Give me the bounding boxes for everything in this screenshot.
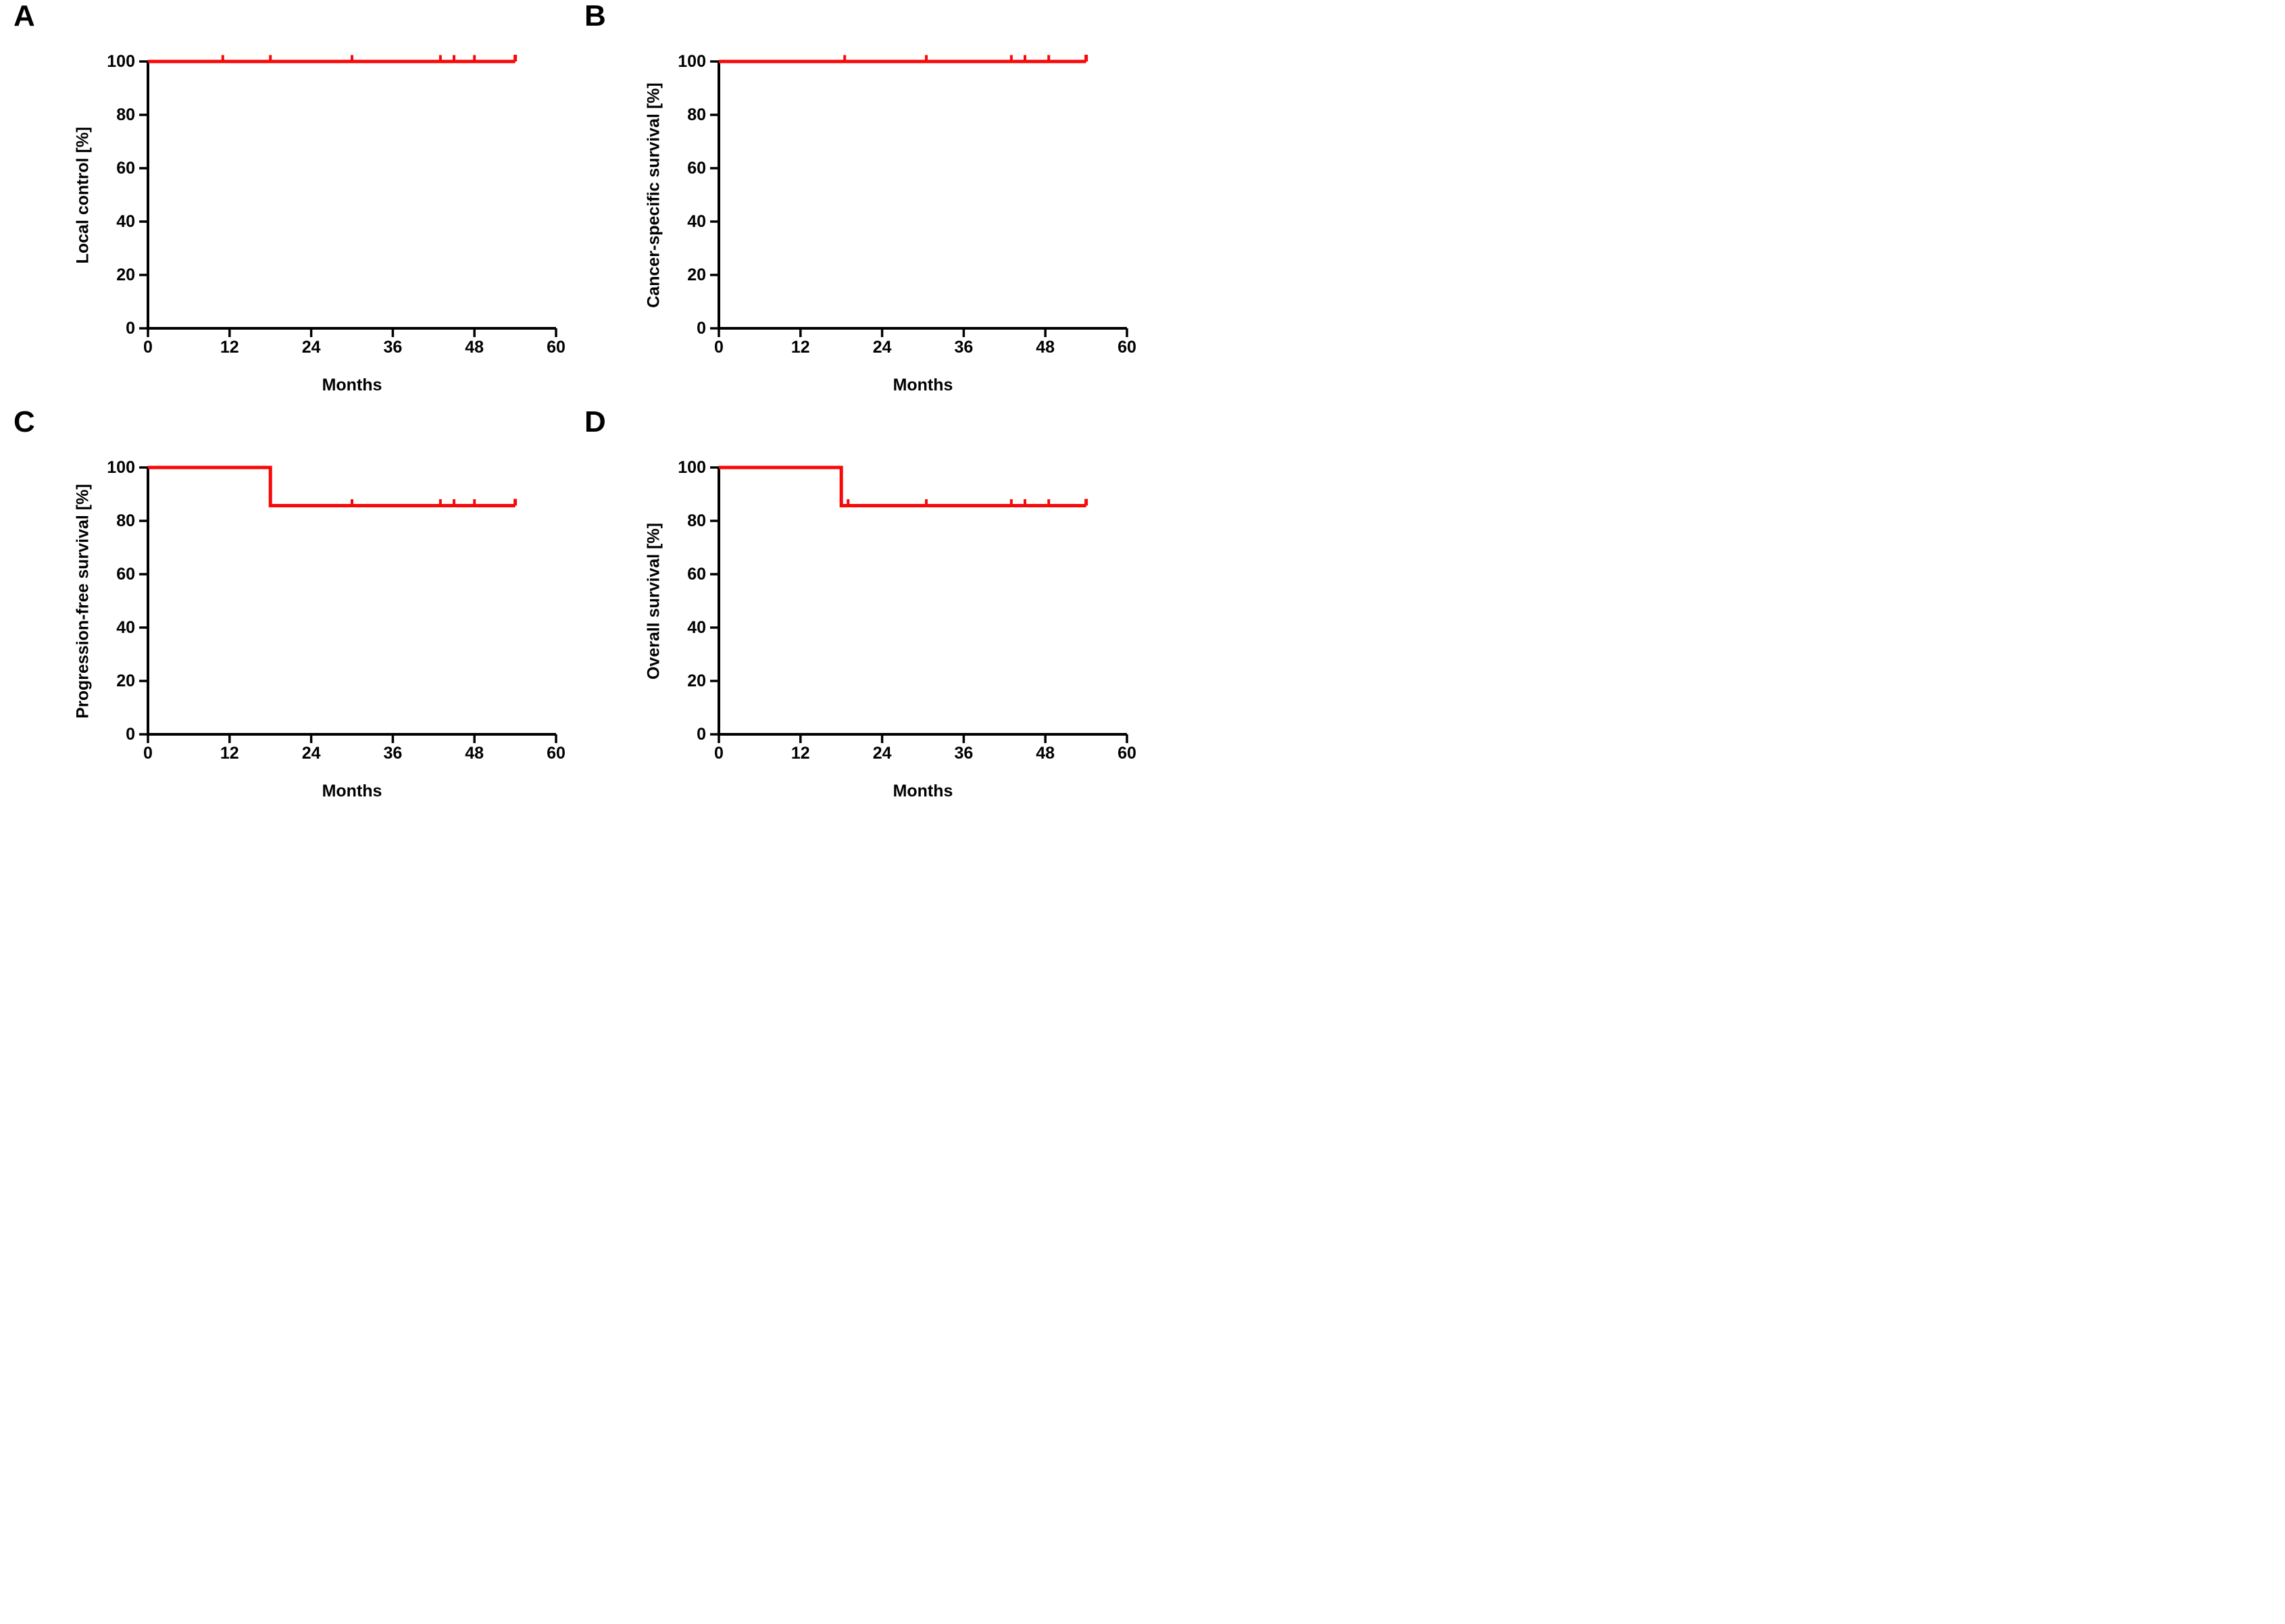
y-tick-label: 80 xyxy=(116,511,135,530)
y-tick-label: 20 xyxy=(116,265,135,284)
y-tick-label: 60 xyxy=(116,158,135,178)
x-axis-title-D: Months xyxy=(893,782,953,801)
panel-A: A Local control [%] Months 0 20 40 60 80 100 0… xyxy=(0,0,571,406)
x-axis-title-C: Months xyxy=(322,782,382,801)
y-tick-label: 20 xyxy=(687,671,706,690)
y-tick-label: 40 xyxy=(116,211,135,231)
y-tick-label: 100 xyxy=(678,51,706,71)
panel-D: D Overall survival [%] Months 0 20 40 60 80 1… xyxy=(571,405,1142,812)
y-tick-label: 0 xyxy=(126,318,135,338)
y-tick-label: 40 xyxy=(687,617,706,637)
x-tick-label: 12 xyxy=(220,338,239,357)
x-tick-label: 48 xyxy=(1036,744,1055,763)
x-tick-label: 12 xyxy=(790,744,810,763)
km-curve xyxy=(148,465,516,507)
x-tick-label: 48 xyxy=(1036,338,1055,357)
x-tick-label: 24 xyxy=(872,744,892,763)
x-tick-label: 60 xyxy=(547,338,566,357)
panel-letter-B: B xyxy=(584,0,606,32)
y-tick-label: 80 xyxy=(687,105,706,124)
panel-letter-C: C xyxy=(14,405,35,438)
x-tick-label: 0 xyxy=(143,338,153,357)
y-tick-label: 20 xyxy=(116,671,135,690)
x-tick-label: 0 xyxy=(714,744,724,763)
x-tick-label: 48 xyxy=(465,338,484,357)
x-axis-title-A: Months xyxy=(322,376,382,395)
y-tick-label: 0 xyxy=(697,724,706,744)
y-tick-label: 40 xyxy=(116,617,135,637)
x-tick-label: 60 xyxy=(1118,744,1136,763)
y-tick-label: 20 xyxy=(687,265,706,284)
x-tick-label: 60 xyxy=(547,744,566,763)
x-tick-label: 36 xyxy=(954,338,974,357)
y-tick-label: 100 xyxy=(678,457,706,477)
y-tick-label: 60 xyxy=(116,564,135,584)
panel-letter-A: A xyxy=(14,0,35,32)
y-tick-label: 100 xyxy=(107,457,135,477)
x-axis-title-B: Months xyxy=(893,376,953,395)
km-survival-figure: A Local control [%] Months 0 20 40 60 80 100 0… xyxy=(0,0,1142,812)
y-tick-label: 100 xyxy=(107,51,135,71)
panel-C: C Progression-free survival [%] Months 0… xyxy=(0,405,571,812)
panel-letter-D: D xyxy=(584,405,606,438)
x-tick-label: 36 xyxy=(954,744,974,763)
x-tick-label: 24 xyxy=(301,744,321,763)
km-curve xyxy=(719,465,1086,507)
x-tick-label: 24 xyxy=(872,338,892,357)
x-tick-label: 12 xyxy=(790,338,810,357)
panel-B-plot xyxy=(710,55,1128,337)
panel-C-plot xyxy=(139,465,557,743)
y-tick-label: 0 xyxy=(697,318,706,338)
panel-D-plot xyxy=(710,465,1128,743)
y-tick-label: 40 xyxy=(687,211,706,231)
x-tick-label: 48 xyxy=(465,744,484,763)
x-tick-label: 36 xyxy=(383,338,403,357)
x-tick-label: 12 xyxy=(220,744,239,763)
x-tick-label: 24 xyxy=(301,338,321,357)
y-tick-label: 80 xyxy=(116,105,135,124)
y-tick-label: 60 xyxy=(687,158,706,178)
y-tick-label: 60 xyxy=(687,564,706,584)
y-tick-label: 0 xyxy=(126,724,135,744)
panel-A-plot xyxy=(139,55,557,337)
x-tick-label: 0 xyxy=(143,744,153,763)
x-tick-label: 0 xyxy=(714,338,724,357)
x-tick-label: 60 xyxy=(1118,338,1136,357)
y-tick-label: 80 xyxy=(687,511,706,530)
x-tick-label: 36 xyxy=(383,744,403,763)
